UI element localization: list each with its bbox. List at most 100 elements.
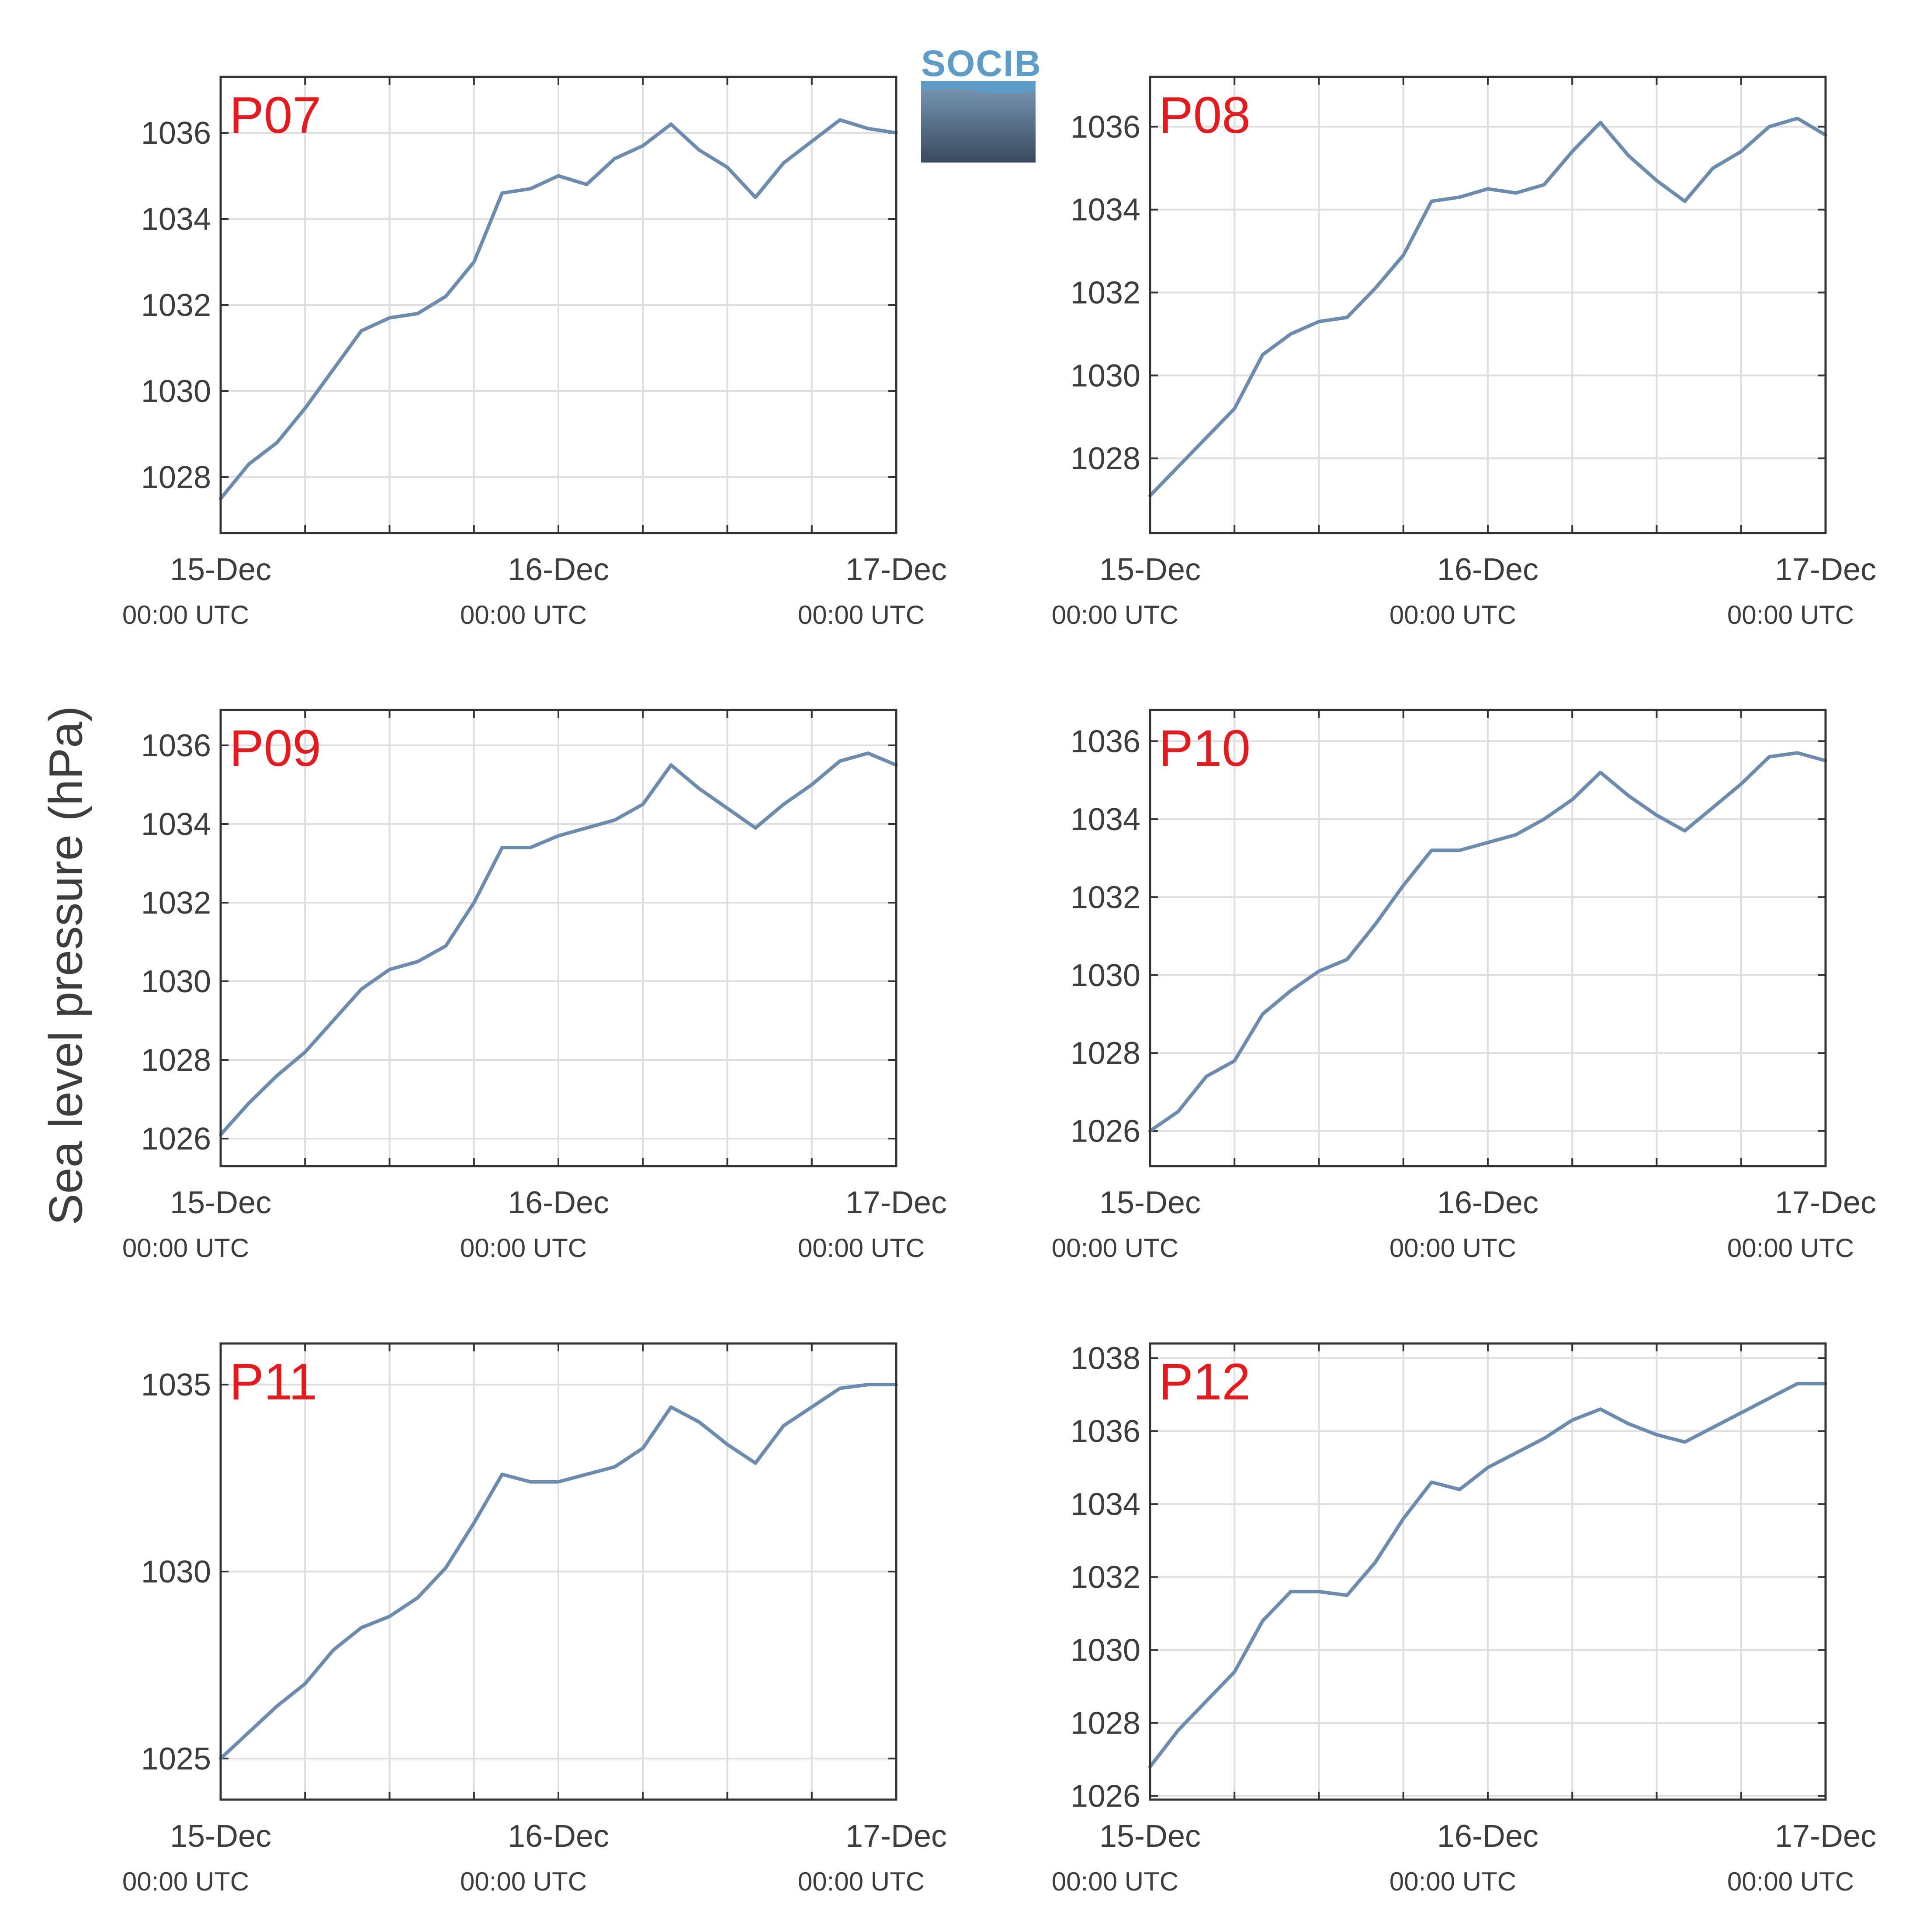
data-point [1542,183,1545,186]
x-tick-label-time: 00:00 UTC [1389,1233,1516,1263]
data-point [1261,353,1264,356]
y-tick-label: 1030 [1071,1633,1140,1668]
y-tick-label: 1032 [141,288,211,323]
data-point [247,463,250,466]
x-tick-label-day: 16-Dec [1437,1185,1538,1220]
x-tick-label-time: 00:00 UTC [122,600,249,630]
x-tick-label-day: 17-Dec [1775,552,1876,587]
data-point [669,764,672,766]
data-point [1542,817,1545,821]
data-point [1768,125,1771,128]
data-point [585,1473,588,1476]
chart-panel-p07: 1028 1030 1032 1034 1036 15-Dec 00:00 UTC 16-De… [122,76,947,630]
data-point [529,187,532,190]
data-point [1486,1466,1489,1469]
data-point [641,803,644,806]
data-point [613,819,616,821]
data-point [332,1019,335,1022]
data-point [247,1731,250,1734]
y-tick-label: 1026 [1071,1114,1140,1149]
data-point [275,441,278,444]
data-point [388,968,391,971]
data-point [1233,1059,1236,1063]
y-tick-label: 1036 [1071,724,1140,759]
data-point [1655,814,1658,817]
logo-graphic [921,81,1036,163]
data-point [641,1447,644,1450]
data-point [332,1648,335,1652]
data-point [1205,1075,1208,1078]
data-point [1768,1397,1771,1400]
axes-frame [1149,709,1827,1167]
y-tick-label: 1028 [141,1043,211,1078]
data-point [360,1626,363,1629]
data-point [1571,1419,1574,1422]
data-point [1317,969,1320,973]
data-point [444,945,447,947]
data-point [304,407,307,410]
data-point [726,807,729,810]
data-point [1712,806,1715,809]
station-label: P10 [1159,720,1251,777]
data-point [416,1596,419,1599]
x-tick-label-time: 00:00 UTC [122,1233,249,1263]
data-point [1655,179,1658,182]
y-tick-label: 1034 [141,202,211,237]
data-point [1458,849,1461,852]
data-point [1261,1619,1264,1622]
data-point [501,1473,504,1476]
data-point [1571,150,1574,153]
data-point [1683,829,1686,832]
data-point [1514,191,1518,194]
data-point [1599,771,1602,774]
data-point [1486,187,1489,190]
data-point [1739,782,1743,786]
y-tick-label: 1032 [1071,880,1140,915]
data-point [1739,150,1743,153]
data-point [698,787,701,790]
data-point [275,1705,278,1708]
chart-panel-p09: 1026 1028 1030 1032 1034 1036 15-Dec 00:00 UTC 1… [122,709,947,1263]
y-tick-label: 1030 [141,964,211,999]
data-point [669,1406,672,1409]
y-tick-label: 1032 [1071,1560,1140,1595]
data-point [669,123,672,126]
data-point [754,196,757,199]
axes-frame [1149,76,1827,534]
data-point [416,960,419,963]
x-tick-label-time: 00:00 UTC [1052,1867,1178,1896]
data-point [529,846,532,849]
data-point [1345,1594,1348,1597]
station-label: P12 [1159,1353,1251,1411]
x-tick-label-day: 16-Dec [1437,1819,1538,1854]
axes-frame [1149,1342,1827,1801]
x-tick-label-time: 00:00 UTC [1389,600,1516,630]
axes-frame [219,1342,897,1801]
data-point [1402,1517,1405,1520]
x-tick-label-day: 15-Dec [1099,552,1201,587]
data-point [1599,121,1602,124]
x-tick-label-day: 15-Dec [170,1819,271,1854]
data-point [1317,320,1320,323]
axes-frame [219,709,897,1167]
data-point [754,827,757,829]
data-point [1430,849,1433,852]
data-point [1177,1729,1180,1732]
data-point [360,988,363,990]
y-tick-label: 1032 [141,886,211,921]
data-point [1430,200,1433,203]
data-point [1374,1561,1377,1564]
y-tick-label: 1036 [141,116,211,151]
data-point [613,1465,616,1468]
y-tick-label: 1025 [141,1742,211,1776]
data-point [1205,1700,1208,1703]
x-tick-label-time: 00:00 UTC [798,600,925,630]
y-tick-label: 1032 [1071,276,1140,311]
x-tick-label-day: 17-Dec [1775,1185,1876,1220]
data-point [810,140,813,143]
data-point [754,1461,757,1465]
data-point [1599,1408,1602,1411]
y-tick-label: 1026 [1071,1779,1140,1814]
station-label: P11 [229,1353,317,1411]
data-point [1739,1411,1743,1414]
